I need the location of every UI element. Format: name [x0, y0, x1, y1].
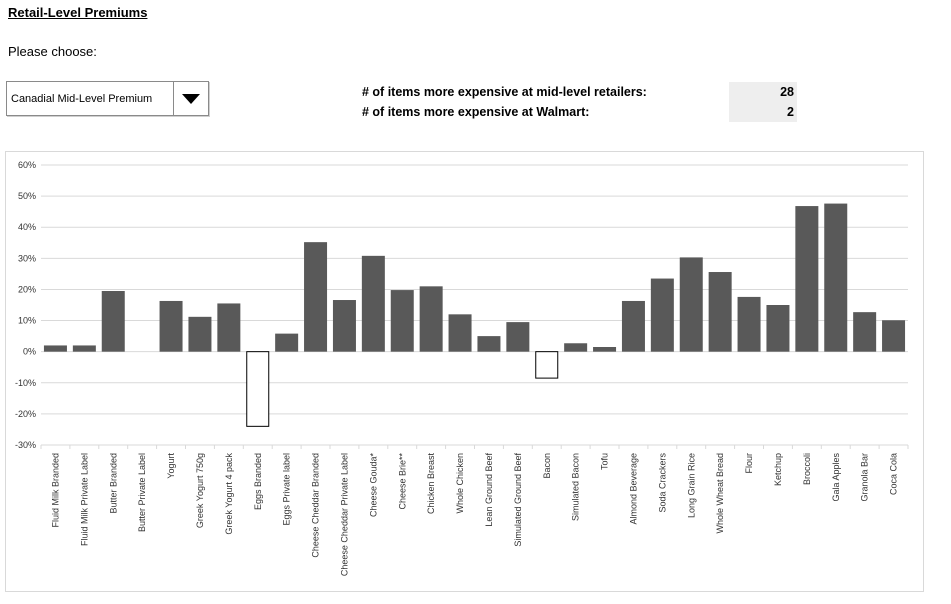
y-tick-label: 20%: [18, 284, 36, 294]
walmart-count-label: # of items more expensive at Walmart:: [362, 105, 590, 119]
y-tick-label: 60%: [18, 160, 36, 170]
y-tick-label: -30%: [15, 440, 36, 450]
y-tick-label: -10%: [15, 378, 36, 388]
x-tick-label: Ketchup: [773, 453, 783, 486]
x-tick-label: Chicken Breast: [426, 453, 436, 515]
x-tick-label: Whole Wheat Bread: [715, 453, 725, 534]
y-tick-label: 0%: [23, 347, 36, 357]
bar: [101, 291, 125, 352]
y-tick-label: 10%: [18, 316, 36, 326]
y-tick-label: -20%: [15, 409, 36, 419]
bar: [419, 286, 443, 352]
x-tick-label: Granola Bar: [860, 453, 870, 502]
chevron-down-icon: [182, 94, 200, 104]
bar: [853, 312, 877, 352]
bar: [275, 333, 299, 352]
bar: [650, 278, 674, 352]
choose-prompt: Please choose:: [8, 44, 97, 59]
bar: [593, 347, 617, 352]
x-tick-label: Butter Private Label: [137, 453, 147, 532]
dropdown-selected-value: Canadial Mid-Level Premium: [11, 93, 153, 105]
bar: [506, 322, 530, 352]
bar: [332, 300, 356, 352]
x-tick-label: Greek Yogurt 4 pack: [224, 453, 234, 535]
bar: [708, 272, 732, 352]
bar: [246, 351, 270, 427]
y-tick-label: 40%: [18, 222, 36, 232]
bar: [188, 316, 212, 352]
midlevel-count-value: 28: [729, 82, 797, 102]
premium-bar-chart: 60% 50% 40% 30% 20% 10% 0% -10% -20% -30% Fluid Mi…: [5, 151, 924, 592]
x-tick-label: Eggs Branded: [253, 453, 263, 510]
midlevel-count-label: # of items more expensive at mid-level r…: [362, 85, 647, 99]
x-tick-label: Gala Apples: [831, 453, 841, 502]
bar: [882, 320, 906, 352]
x-tick-label: Cheese Brie**: [397, 453, 407, 510]
x-tick-label: Butter Branded: [108, 453, 118, 514]
x-tick-label: Eggs Private label: [282, 453, 292, 526]
bar: [795, 206, 819, 352]
dropdown-toggle-button[interactable]: [173, 82, 208, 115]
bar: [679, 257, 703, 352]
x-tick-label: Greek Yogurt 750g: [195, 453, 205, 528]
y-tick-label: 30%: [18, 253, 36, 263]
bar: [217, 303, 241, 352]
bar: [737, 296, 761, 352]
bar: [535, 351, 559, 379]
x-tick-label: Almond Beverage: [628, 453, 638, 525]
x-tick-label: Simulated Bacon: [571, 453, 581, 521]
bar: [361, 255, 385, 352]
x-tick-label: Cheese Gouda*: [368, 453, 378, 518]
bar: [304, 242, 328, 352]
x-tick-label: Lean Ground Beef: [484, 453, 494, 527]
bar: [390, 290, 414, 352]
x-tick-label: Bacon: [542, 453, 552, 479]
bar: [43, 345, 67, 352]
bar: [621, 300, 645, 352]
chart-svg: 60% 50% 40% 30% 20% 10% 0% -10% -20% -30% Fluid Mi…: [15, 160, 909, 576]
x-tick-label: Broccoli: [802, 453, 812, 485]
x-tick-label: Fluid Milk Private Label: [79, 453, 89, 546]
bar: [477, 336, 501, 352]
x-tick-label: Cheese Cheddar Private Label: [339, 453, 349, 576]
x-tick-label: Yogurt: [166, 453, 176, 479]
x-tick-label: Simulated Ground Beef: [513, 453, 523, 547]
x-tick-label: Coca Cola: [889, 453, 899, 495]
bar: [159, 300, 183, 352]
x-tick-label: Flour: [744, 453, 754, 474]
page-title: Retail-Level Premiums: [8, 5, 148, 20]
x-tick-label: Tofu: [600, 453, 610, 470]
x-tick-label: Soda Crackers: [657, 453, 667, 513]
x-tick-label: Cheese Cheddar Branded: [311, 453, 321, 558]
bar: [72, 345, 96, 352]
x-tick-label: Whole Chicken: [455, 453, 465, 514]
premium-type-dropdown[interactable]: Canadial Mid-Level Premium: [6, 81, 209, 116]
bar: [824, 203, 848, 352]
bar: [448, 314, 472, 352]
walmart-count-value: 2: [729, 102, 797, 122]
y-tick-label: 50%: [18, 191, 36, 201]
x-tick-label: Fluid Milk Branded: [50, 453, 60, 528]
bar: [766, 305, 790, 352]
x-tick-label: Long Grain Rice: [686, 453, 696, 518]
bar: [564, 343, 588, 352]
